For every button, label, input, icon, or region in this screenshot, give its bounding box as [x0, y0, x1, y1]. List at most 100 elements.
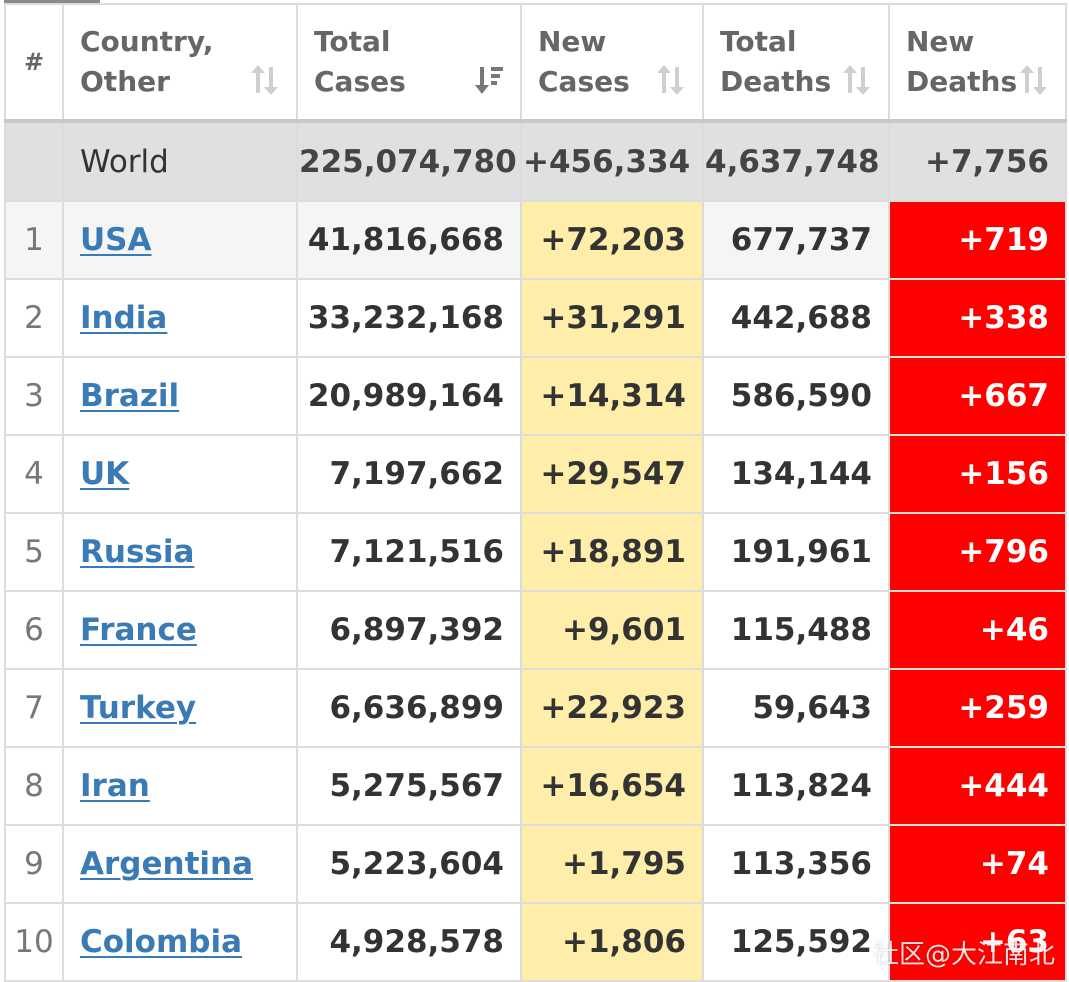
country-link[interactable]: France	[80, 612, 197, 648]
table-body: World 225,074,780 +456,334 4,637,748 +7,…	[4, 120, 1067, 982]
country-link[interactable]: Russia	[80, 534, 195, 570]
rank-cell: 3	[4, 356, 64, 436]
table-row: 2 India 33,232,168 +31,291 442,688 +338	[4, 278, 1067, 358]
sort-updown-icon[interactable]	[250, 63, 280, 97]
table-row: 6 France 6,897,392 +9,601 115,488 +46	[4, 590, 1067, 670]
total-deaths-cell: 677,737	[702, 200, 890, 280]
new-cases-cell: +29,547	[520, 434, 704, 514]
column-header-rank[interactable]: #	[4, 3, 64, 122]
country-link[interactable]: UK	[80, 456, 130, 492]
covid-stats-table: # Country, Other Total Cases New Cases	[4, 3, 1067, 982]
total-deaths-cell: 59,643	[702, 668, 890, 748]
country-link[interactable]: Colombia	[80, 924, 243, 960]
total-deaths-cell: 113,824	[702, 746, 890, 826]
column-header-new-deaths[interactable]: New Deaths	[888, 3, 1067, 122]
sort-descending-icon[interactable]	[474, 63, 504, 97]
column-header-total-cases[interactable]: Total Cases	[296, 3, 522, 122]
total-deaths-cell: 586,590	[702, 356, 890, 436]
new-cases-header-line1: New	[538, 25, 607, 58]
country-link[interactable]: India	[80, 300, 168, 336]
table-row: 8 Iran 5,275,567 +16,654 113,824 +444	[4, 746, 1067, 826]
new-deaths-cell: +796	[888, 512, 1067, 592]
total-deaths-cell: 125,592	[702, 902, 890, 982]
world-total-deaths: 4,637,748	[702, 120, 890, 202]
total-cases-cell: 7,197,662	[296, 434, 522, 514]
total-deaths-header-line2: Deaths	[720, 65, 832, 98]
country-cell: USA	[62, 200, 298, 280]
country-link[interactable]: Turkey	[80, 690, 197, 726]
table-row: 4 UK 7,197,662 +29,547 134,144 +156	[4, 434, 1067, 514]
column-header-country[interactable]: Country, Other	[62, 3, 298, 122]
header-row: # Country, Other Total Cases New Cases	[4, 3, 1067, 122]
total-cases-cell: 6,636,899	[296, 668, 522, 748]
new-cases-cell: +22,923	[520, 668, 704, 748]
new-cases-cell: +18,891	[520, 512, 704, 592]
new-cases-cell: +16,654	[520, 746, 704, 826]
new-deaths-cell: +46	[888, 590, 1067, 670]
table-row: 7 Turkey 6,636,899 +22,923 59,643 +259	[4, 668, 1067, 748]
country-cell: Russia	[62, 512, 298, 592]
rank-cell: 4	[4, 434, 64, 514]
total-cases-cell: 7,121,516	[296, 512, 522, 592]
country-cell: Turkey	[62, 668, 298, 748]
country-header-line1: Country,	[80, 25, 214, 58]
rank-cell: 8	[4, 746, 64, 826]
table-row: 10 Colombia 4,928,578 +1,806 125,592 +63	[4, 902, 1067, 982]
new-deaths-header-line1: New	[906, 25, 975, 58]
column-header-new-cases[interactable]: New Cases	[520, 3, 704, 122]
country-header-line2: Other	[80, 65, 170, 98]
sort-updown-icon[interactable]	[1019, 63, 1049, 97]
new-cases-cell: +1,795	[520, 824, 704, 904]
country-cell: UK	[62, 434, 298, 514]
total-cases-header-line2: Cases	[314, 65, 406, 98]
sort-updown-icon[interactable]	[842, 63, 872, 97]
total-deaths-cell: 115,488	[702, 590, 890, 670]
new-cases-cell: +1,806	[520, 902, 704, 982]
world-new-deaths: +7,756	[888, 120, 1067, 202]
total-deaths-cell: 442,688	[702, 278, 890, 358]
total-cases-cell: 33,232,168	[296, 278, 522, 358]
sort-updown-icon[interactable]	[656, 63, 686, 97]
total-cases-cell: 5,223,604	[296, 824, 522, 904]
country-cell: Iran	[62, 746, 298, 826]
country-cell: France	[62, 590, 298, 670]
rank-header-label: #	[23, 48, 45, 76]
country-link[interactable]: USA	[80, 222, 152, 258]
total-deaths-cell: 191,961	[702, 512, 890, 592]
country-link[interactable]: Brazil	[80, 378, 180, 414]
world-total-cases: 225,074,780	[296, 120, 522, 202]
covid-table-container: # Country, Other Total Cases New Cases	[4, 3, 1067, 982]
watermark: 社区@大江南北	[872, 940, 1055, 970]
world-rank-cell	[4, 120, 64, 202]
rank-cell: 7	[4, 668, 64, 748]
country-link[interactable]: Iran	[80, 768, 150, 804]
total-cases-header-line1: Total	[314, 25, 391, 58]
total-cases-cell: 4,928,578	[296, 902, 522, 982]
new-deaths-cell: +667	[888, 356, 1067, 436]
country-cell: Colombia	[62, 902, 298, 982]
table-row: 9 Argentina 5,223,604 +1,795 113,356 +74	[4, 824, 1067, 904]
table-row: 1 USA 41,816,668 +72,203 677,737 +719	[4, 200, 1067, 280]
new-deaths-cell: +259	[888, 668, 1067, 748]
new-cases-cell: +31,291	[520, 278, 704, 358]
world-new-cases: +456,334	[520, 120, 704, 202]
new-deaths-cell: +74	[888, 824, 1067, 904]
rank-cell: 1	[4, 200, 64, 280]
world-name: World	[62, 120, 298, 202]
total-deaths-cell: 134,144	[702, 434, 890, 514]
total-cases-cell: 6,897,392	[296, 590, 522, 670]
country-cell: Argentina	[62, 824, 298, 904]
new-deaths-cell: +338	[888, 278, 1067, 358]
rank-cell: 5	[4, 512, 64, 592]
new-deaths-cell: +156	[888, 434, 1067, 514]
new-cases-header-line2: Cases	[538, 65, 630, 98]
country-link[interactable]: Argentina	[80, 846, 253, 882]
total-cases-cell: 41,816,668	[296, 200, 522, 280]
column-header-total-deaths[interactable]: Total Deaths	[702, 3, 890, 122]
new-cases-cell: +14,314	[520, 356, 704, 436]
new-deaths-cell: +444	[888, 746, 1067, 826]
total-deaths-cell: 113,356	[702, 824, 890, 904]
world-total-row: World 225,074,780 +456,334 4,637,748 +7,…	[4, 120, 1067, 202]
rank-cell: 6	[4, 590, 64, 670]
country-cell: Brazil	[62, 356, 298, 436]
